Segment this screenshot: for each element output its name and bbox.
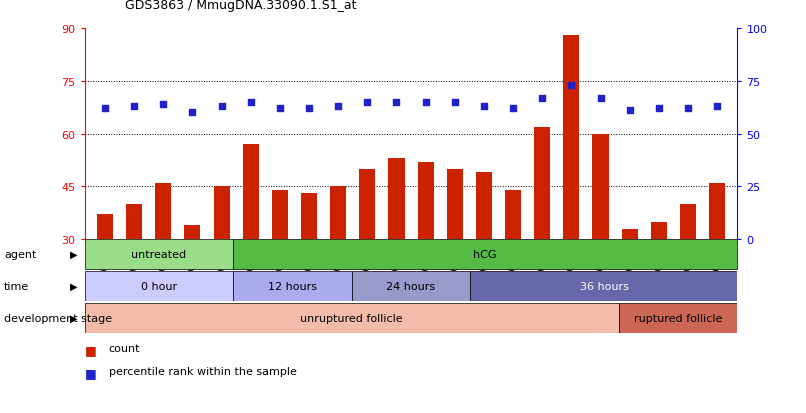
Bar: [272, 190, 288, 240]
Point: [682, 106, 695, 112]
Point: [157, 102, 170, 108]
Point: [565, 83, 578, 89]
Bar: [233, 240, 737, 269]
Bar: [233, 271, 351, 301]
Text: ▶: ▶: [70, 281, 77, 291]
Bar: [359, 169, 376, 240]
Point: [273, 106, 286, 112]
Bar: [680, 204, 696, 240]
Bar: [471, 271, 737, 301]
Bar: [351, 271, 471, 301]
Text: 24 hours: 24 hours: [387, 281, 435, 291]
Bar: [85, 271, 233, 301]
Bar: [388, 159, 405, 240]
Bar: [534, 127, 550, 240]
Point: [507, 106, 520, 112]
Text: ruptured follicle: ruptured follicle: [634, 313, 722, 323]
Text: ■: ■: [85, 343, 97, 356]
Bar: [85, 240, 233, 269]
Point: [594, 95, 607, 102]
Text: agent: agent: [4, 249, 36, 259]
Bar: [418, 162, 434, 240]
Text: count: count: [109, 343, 140, 353]
Bar: [127, 204, 142, 240]
Point: [98, 106, 111, 112]
Bar: [563, 36, 580, 240]
Text: ■: ■: [85, 366, 97, 379]
Text: unruptured follicle: unruptured follicle: [301, 313, 403, 323]
Text: GDS3863 / MmugDNA.33090.1.S1_at: GDS3863 / MmugDNA.33090.1.S1_at: [125, 0, 356, 12]
Point: [361, 99, 374, 106]
Bar: [709, 183, 725, 240]
Bar: [301, 194, 317, 240]
Text: 0 hour: 0 hour: [141, 281, 177, 291]
Bar: [185, 225, 201, 240]
Point: [302, 106, 315, 112]
Text: 12 hours: 12 hours: [268, 281, 317, 291]
Text: 36 hours: 36 hours: [580, 281, 629, 291]
Point: [652, 106, 665, 112]
Bar: [621, 229, 638, 240]
Point: [332, 104, 345, 110]
Point: [419, 99, 432, 106]
Bar: [447, 169, 463, 240]
Text: percentile rank within the sample: percentile rank within the sample: [109, 366, 297, 376]
Bar: [592, 134, 609, 240]
Point: [127, 104, 140, 110]
Point: [477, 104, 490, 110]
Bar: [85, 303, 619, 333]
Text: development stage: development stage: [4, 313, 112, 323]
Point: [448, 99, 461, 106]
Text: time: time: [4, 281, 29, 291]
Point: [711, 104, 724, 110]
Point: [215, 104, 228, 110]
Point: [536, 95, 549, 102]
Bar: [650, 222, 667, 240]
Bar: [619, 303, 737, 333]
Text: ▶: ▶: [70, 313, 77, 323]
Point: [623, 108, 636, 114]
Point: [244, 99, 257, 106]
Bar: [505, 190, 521, 240]
Bar: [243, 145, 259, 240]
Text: ▶: ▶: [70, 249, 77, 259]
Point: [186, 110, 199, 116]
Text: hCG: hCG: [473, 249, 497, 259]
Bar: [156, 183, 172, 240]
Bar: [214, 187, 230, 240]
Bar: [97, 215, 113, 240]
Text: untreated: untreated: [131, 249, 186, 259]
Point: [390, 99, 403, 106]
Bar: [476, 173, 492, 240]
Bar: [330, 187, 347, 240]
